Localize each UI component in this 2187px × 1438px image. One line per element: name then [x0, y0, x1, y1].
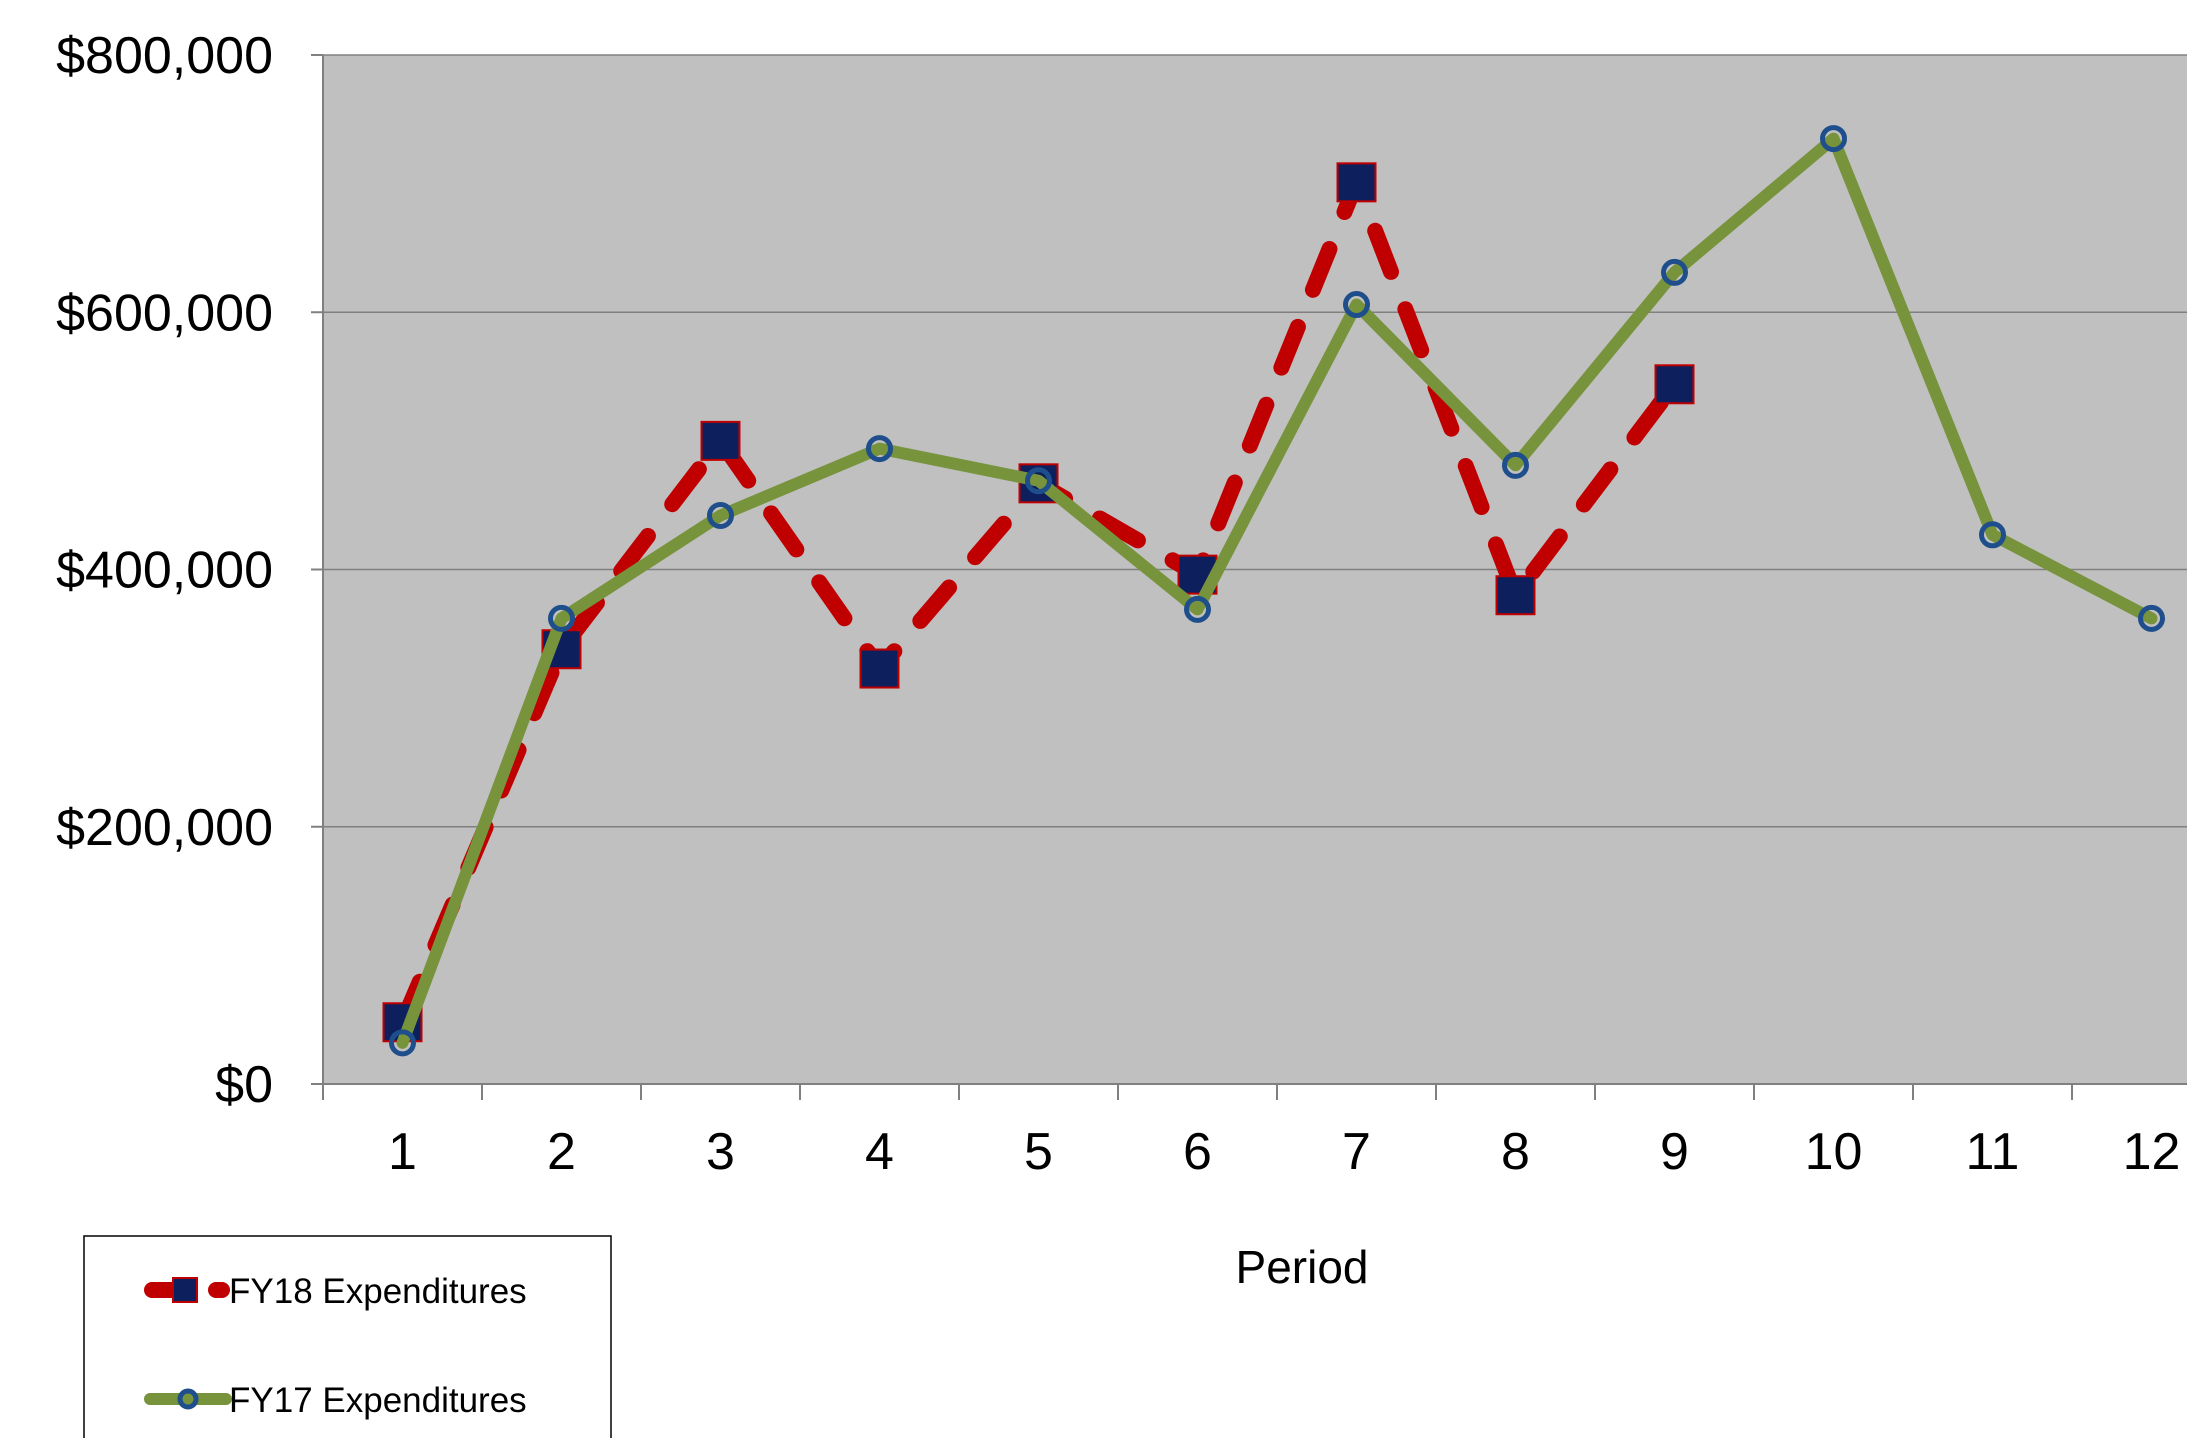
axes	[311, 54, 2187, 1100]
fy17-point-3-ring	[707, 501, 734, 529]
legend-label-fy18: FY18 Expenditures	[229, 1272, 527, 1311]
fy17-point-8	[1502, 451, 1529, 479]
x-tick-label-6: 6	[1183, 1123, 1212, 1181]
x-tick-label-5: 5	[1024, 1123, 1053, 1181]
fy17-point-11-ring	[1979, 521, 2006, 549]
fy17-point-1	[389, 1029, 416, 1057]
fy17-point-2-ring	[548, 604, 575, 632]
legend: FY18 Expenditures FY17 Expenditures	[83, 1235, 612, 1438]
fy17-point-5	[1025, 467, 1052, 495]
x-tick-label-12: 12	[2123, 1123, 2181, 1181]
fy17-point-6-ring	[1184, 595, 1211, 623]
x-tick-labels: 1 2 3 4 5 6 7 8 9 10 11 12	[388, 1123, 2180, 1181]
legend-fy17-marker-ring	[177, 1388, 199, 1410]
x-tick-label-10: 10	[1805, 1123, 1863, 1181]
legend-fy17-marker	[177, 1388, 199, 1410]
fy18-point-8	[1495, 575, 1536, 616]
fy17-point-5-dot	[1035, 477, 1042, 485]
fy17-point-2	[548, 604, 575, 632]
x-axis-title: Period	[1236, 1241, 1369, 1293]
fy17-point-3	[707, 501, 734, 529]
x-tick-label-4: 4	[865, 1123, 894, 1181]
y-tick-label-2: $400,000	[56, 542, 273, 600]
fy17-point-9-dot	[1671, 268, 1678, 276]
y-tick-labels: $0 $200,000 $400,000 $600,000 $800,000	[56, 27, 273, 1114]
fy17-point-9-ring	[1661, 258, 1688, 286]
legend-fy18-marker	[172, 1277, 198, 1303]
y-tick-label-3: $600,000	[56, 284, 273, 342]
y-tick-label-1: $200,000	[56, 799, 273, 857]
fy17-point-10-ring	[1820, 125, 1847, 153]
fy18-point-9	[1654, 364, 1695, 405]
series-fy17	[389, 125, 2165, 1057]
fy17-point-9	[1661, 258, 1688, 286]
x-tick-label-3: 3	[706, 1123, 735, 1181]
y-tick-label-0: $0	[215, 1056, 273, 1114]
x-tick-label-7: 7	[1342, 1123, 1371, 1181]
x-tick-label-11: 11	[1966, 1123, 2020, 1181]
fy17-point-4	[866, 435, 893, 463]
fy17-point-11	[1979, 521, 2006, 549]
legend-label-fy17: FY17 Expenditures	[229, 1381, 527, 1420]
fy17-point-4-ring	[866, 435, 893, 463]
fy17-point-12	[2138, 604, 2165, 632]
fy17-point-11-dot	[1989, 531, 1996, 539]
fy17-point-7	[1343, 291, 1370, 319]
fy17-point-1-ring	[389, 1029, 416, 1057]
fy17-point-12-dot	[2148, 614, 2155, 622]
fy17-point-8-dot	[1512, 461, 1519, 469]
fy17-point-3-dot	[717, 511, 724, 519]
legend-fy17-marker-dot	[184, 1395, 192, 1403]
legend-key-fy18	[144, 1277, 230, 1303]
series-line-fy17	[396, 132, 2158, 1049]
fy17-point-2-dot	[558, 614, 565, 622]
x-tick-label-8: 8	[1501, 1123, 1530, 1181]
fy18-point-4	[859, 648, 900, 689]
x-tick-label-2: 2	[547, 1123, 576, 1181]
fy17-point-1-dot	[399, 1039, 406, 1047]
fy17-point-6	[1184, 595, 1211, 623]
fy17-point-10	[1820, 125, 1847, 153]
x-tick-label-1: 1	[388, 1123, 417, 1181]
fy18-point-3	[700, 420, 741, 461]
fy17-point-12-ring	[2138, 604, 2165, 632]
fy17-point-4-dot	[876, 445, 883, 453]
fy17-point-8-ring	[1502, 451, 1529, 479]
fy17-point-7-dot	[1353, 301, 1360, 309]
legend-key-fy17	[144, 1388, 232, 1410]
fy17-point-7-ring	[1343, 291, 1370, 319]
series-layer	[382, 125, 2165, 1057]
fy17-point-10-dot	[1830, 135, 1837, 143]
fy17-point-6-dot	[1194, 605, 1201, 613]
fy18-point-7	[1336, 162, 1377, 203]
x-tick-label-9: 9	[1660, 1123, 1689, 1181]
fy17-point-5-ring	[1025, 467, 1052, 495]
y-tick-label-4: $800,000	[56, 27, 273, 85]
